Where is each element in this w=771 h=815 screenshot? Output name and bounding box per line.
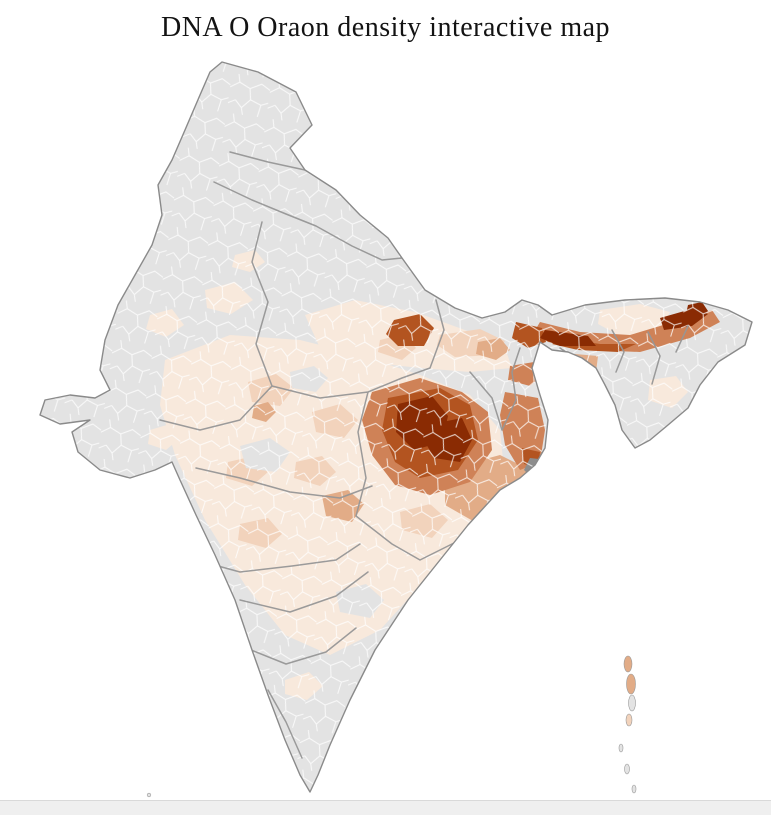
island[interactable] [623,655,633,673]
island[interactable] [631,784,637,794]
map-title: DNA O Oraon density interactive map [160,12,611,43]
andaman-nicobar-islands[interactable] [146,655,637,798]
island[interactable] [628,694,636,712]
horizontal-scrollbar[interactable] [0,800,771,815]
island[interactable] [146,792,152,798]
island[interactable] [626,673,636,695]
island[interactable] [625,713,633,727]
island[interactable] [618,743,624,753]
state-borders [159,151,689,759]
island[interactable] [624,763,630,775]
district-mesh-overlay [40,62,752,792]
